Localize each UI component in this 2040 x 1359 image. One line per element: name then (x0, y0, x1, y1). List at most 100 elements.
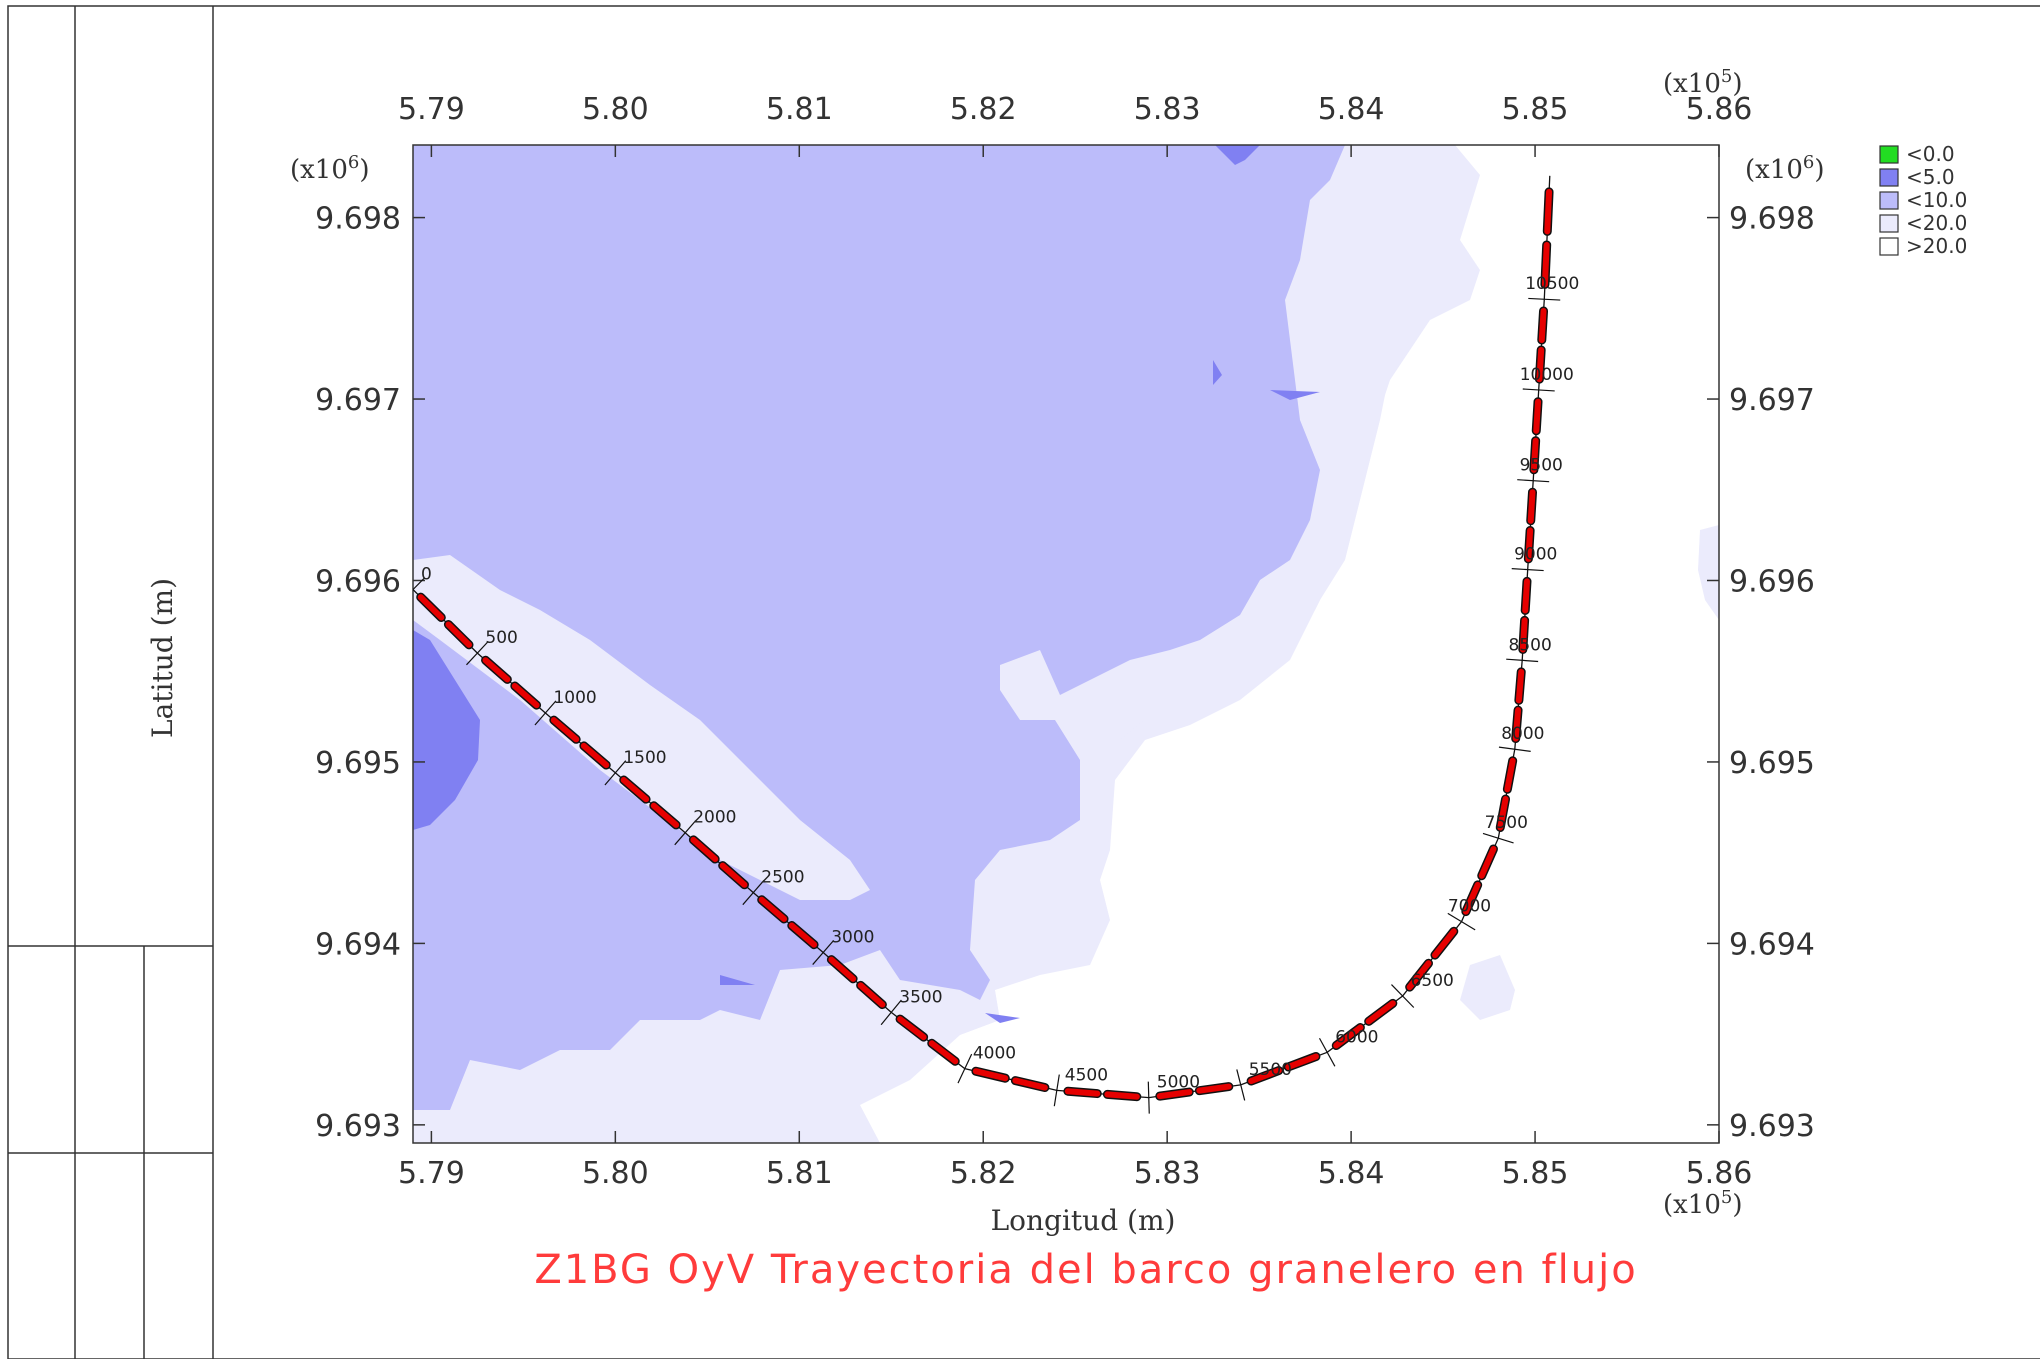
y-multiplier-right: (x106) (1745, 152, 1825, 185)
x-tick-label: 5.79 (398, 1156, 465, 1191)
y-axis-title: Latitud (m) (146, 578, 179, 738)
y-tick-label: 9.697 (315, 383, 401, 418)
contour-regions (413, 145, 1719, 1143)
ship-segment (1522, 578, 1530, 614)
trajectory-tick (880, 999, 902, 1026)
ship-segment (928, 1040, 959, 1065)
contour-band-over20 (860, 145, 1719, 1143)
y-tick-label-right: 9.694 (1729, 927, 1815, 962)
trajectory-distance-label: 4500 (1065, 1065, 1108, 1085)
legend-swatch (1879, 214, 1899, 233)
trajectory-tick (534, 700, 557, 726)
ship-segment (897, 1016, 927, 1041)
trajectory-distance-label: 3000 (831, 927, 874, 947)
trajectory-distance-label: 9500 (1520, 456, 1563, 476)
ship-segment (1285, 1053, 1319, 1070)
x-tick-label: 5.81 (766, 1156, 833, 1191)
y-tick-label: 9.694 (315, 927, 401, 962)
plot-area-frame (412, 144, 1720, 1144)
trajectory-tick (957, 1053, 973, 1084)
x-tick-label-top: 5.86 (1686, 92, 1753, 127)
trajectory-distance-label: 0 (421, 565, 432, 585)
trajectory-distance-label: 8500 (1509, 635, 1552, 655)
axes-ticks (413, 145, 1720, 1143)
y-tick-label: 9.698 (315, 202, 401, 237)
ship-segment (1196, 1083, 1232, 1094)
ship-segment (1156, 1089, 1193, 1100)
trajectory-tick (1482, 832, 1514, 844)
ship-segment (1406, 960, 1432, 991)
svg-text:(x106): (x106) (1745, 152, 1825, 185)
trajectory-distance-label: 7000 (1448, 897, 1491, 917)
ship-segment (1365, 1000, 1396, 1025)
trajectory-tick (604, 760, 627, 786)
x-multiplier-top: (x105) (1663, 66, 1743, 99)
svg-text:(x105): (x105) (1663, 1187, 1743, 1220)
trajectory-distance-label: 1500 (623, 748, 666, 768)
trajectory-distance-labels: 0 500 1000 1500 2000 2500 3000 3500 4000 4500 5000… (421, 274, 1579, 1092)
trajectory-tick (1053, 1074, 1060, 1107)
trajectory-distance-label: 7500 (1485, 813, 1528, 833)
trajectory-tick (1511, 568, 1544, 572)
x-tick-label: 5.84 (1318, 1156, 1385, 1191)
x-tick-label-top: 5.85 (1502, 92, 1569, 127)
x-axis-title: Longitud (m) (991, 1204, 1176, 1237)
legend-label: <10.0 (1906, 188, 1967, 212)
y-tick-label-right: 9.693 (1729, 1109, 1815, 1144)
ship-segment (1541, 241, 1550, 288)
contour-band-5-patch2 (1270, 390, 1320, 400)
trajectory-distance-label: 2500 (761, 868, 804, 888)
contour-band-5-west (413, 630, 480, 830)
page-frame (7, 5, 2040, 1359)
contour-band-5-patch4 (985, 1013, 1020, 1023)
trajectory-distance-label: 9000 (1514, 545, 1557, 565)
ship-trajectory (413, 175, 1561, 1114)
legend-label: <20.0 (1906, 211, 1967, 235)
ship-segment (1538, 308, 1547, 344)
y-tick-label: 9.695 (315, 746, 401, 781)
ship-segment (1512, 707, 1522, 742)
ship-segment (1530, 437, 1539, 473)
x-tick-label: 5.85 (1502, 1156, 1569, 1191)
x-tick-label: 5.80 (582, 1156, 649, 1191)
trajectory-distance-label: 6000 (1335, 1027, 1378, 1047)
contour-band-20-channel (413, 555, 870, 900)
ship-segment (758, 896, 788, 922)
ship-segment (1431, 928, 1457, 959)
ship-segment (1104, 1091, 1140, 1100)
chart-title: Z1BG OyV Trayectoria del barco granelero… (534, 1247, 1637, 1293)
trajectory-tick (1517, 479, 1550, 483)
legend-swatch (1879, 168, 1899, 187)
y-tick-label-right: 9.698 (1729, 202, 1815, 237)
trajectory-distance-label: 4000 (973, 1044, 1016, 1064)
trajectory-distance-label: 10500 (1525, 274, 1579, 294)
legend-label: >20.0 (1906, 234, 1967, 258)
legend-label: <5.0 (1906, 165, 1955, 189)
ship-segment (1533, 398, 1542, 434)
ship-segment (417, 594, 445, 621)
ship-segment (550, 717, 580, 743)
trajectory-distance-label: 1000 (553, 688, 596, 708)
ship-segment (620, 777, 650, 803)
contour-band-5-north (1215, 145, 1260, 165)
x-tick-labels-top: 5.79 5.80 5.81 5.82 5.83 5.84 5.85 5.86 (398, 92, 1752, 127)
trajectory-tick (1498, 746, 1531, 752)
y-multiplier-left: (x106) (290, 152, 370, 185)
legend-swatch (1879, 237, 1899, 256)
contour-band-20-se (1460, 955, 1515, 1020)
y-tick-label-right: 9.697 (1729, 383, 1815, 418)
ship-segment (1333, 1024, 1364, 1049)
ship-segment (1064, 1088, 1101, 1097)
ship-segment (719, 862, 748, 888)
ship-segment (1515, 668, 1525, 704)
contour-band-20-ne (980, 145, 1480, 880)
x-tick-label-top: 5.83 (1134, 92, 1201, 127)
trajectory-tick (1447, 912, 1476, 931)
x-tick-label: 5.83 (1134, 1156, 1201, 1191)
y-tick-labels-left: 9.693 9.694 9.695 9.696 9.697 9.698 (315, 202, 401, 1144)
trajectory-tick (674, 820, 697, 846)
ship-segment (788, 922, 818, 948)
ship-segment (828, 956, 857, 982)
ship-segment (445, 621, 473, 648)
